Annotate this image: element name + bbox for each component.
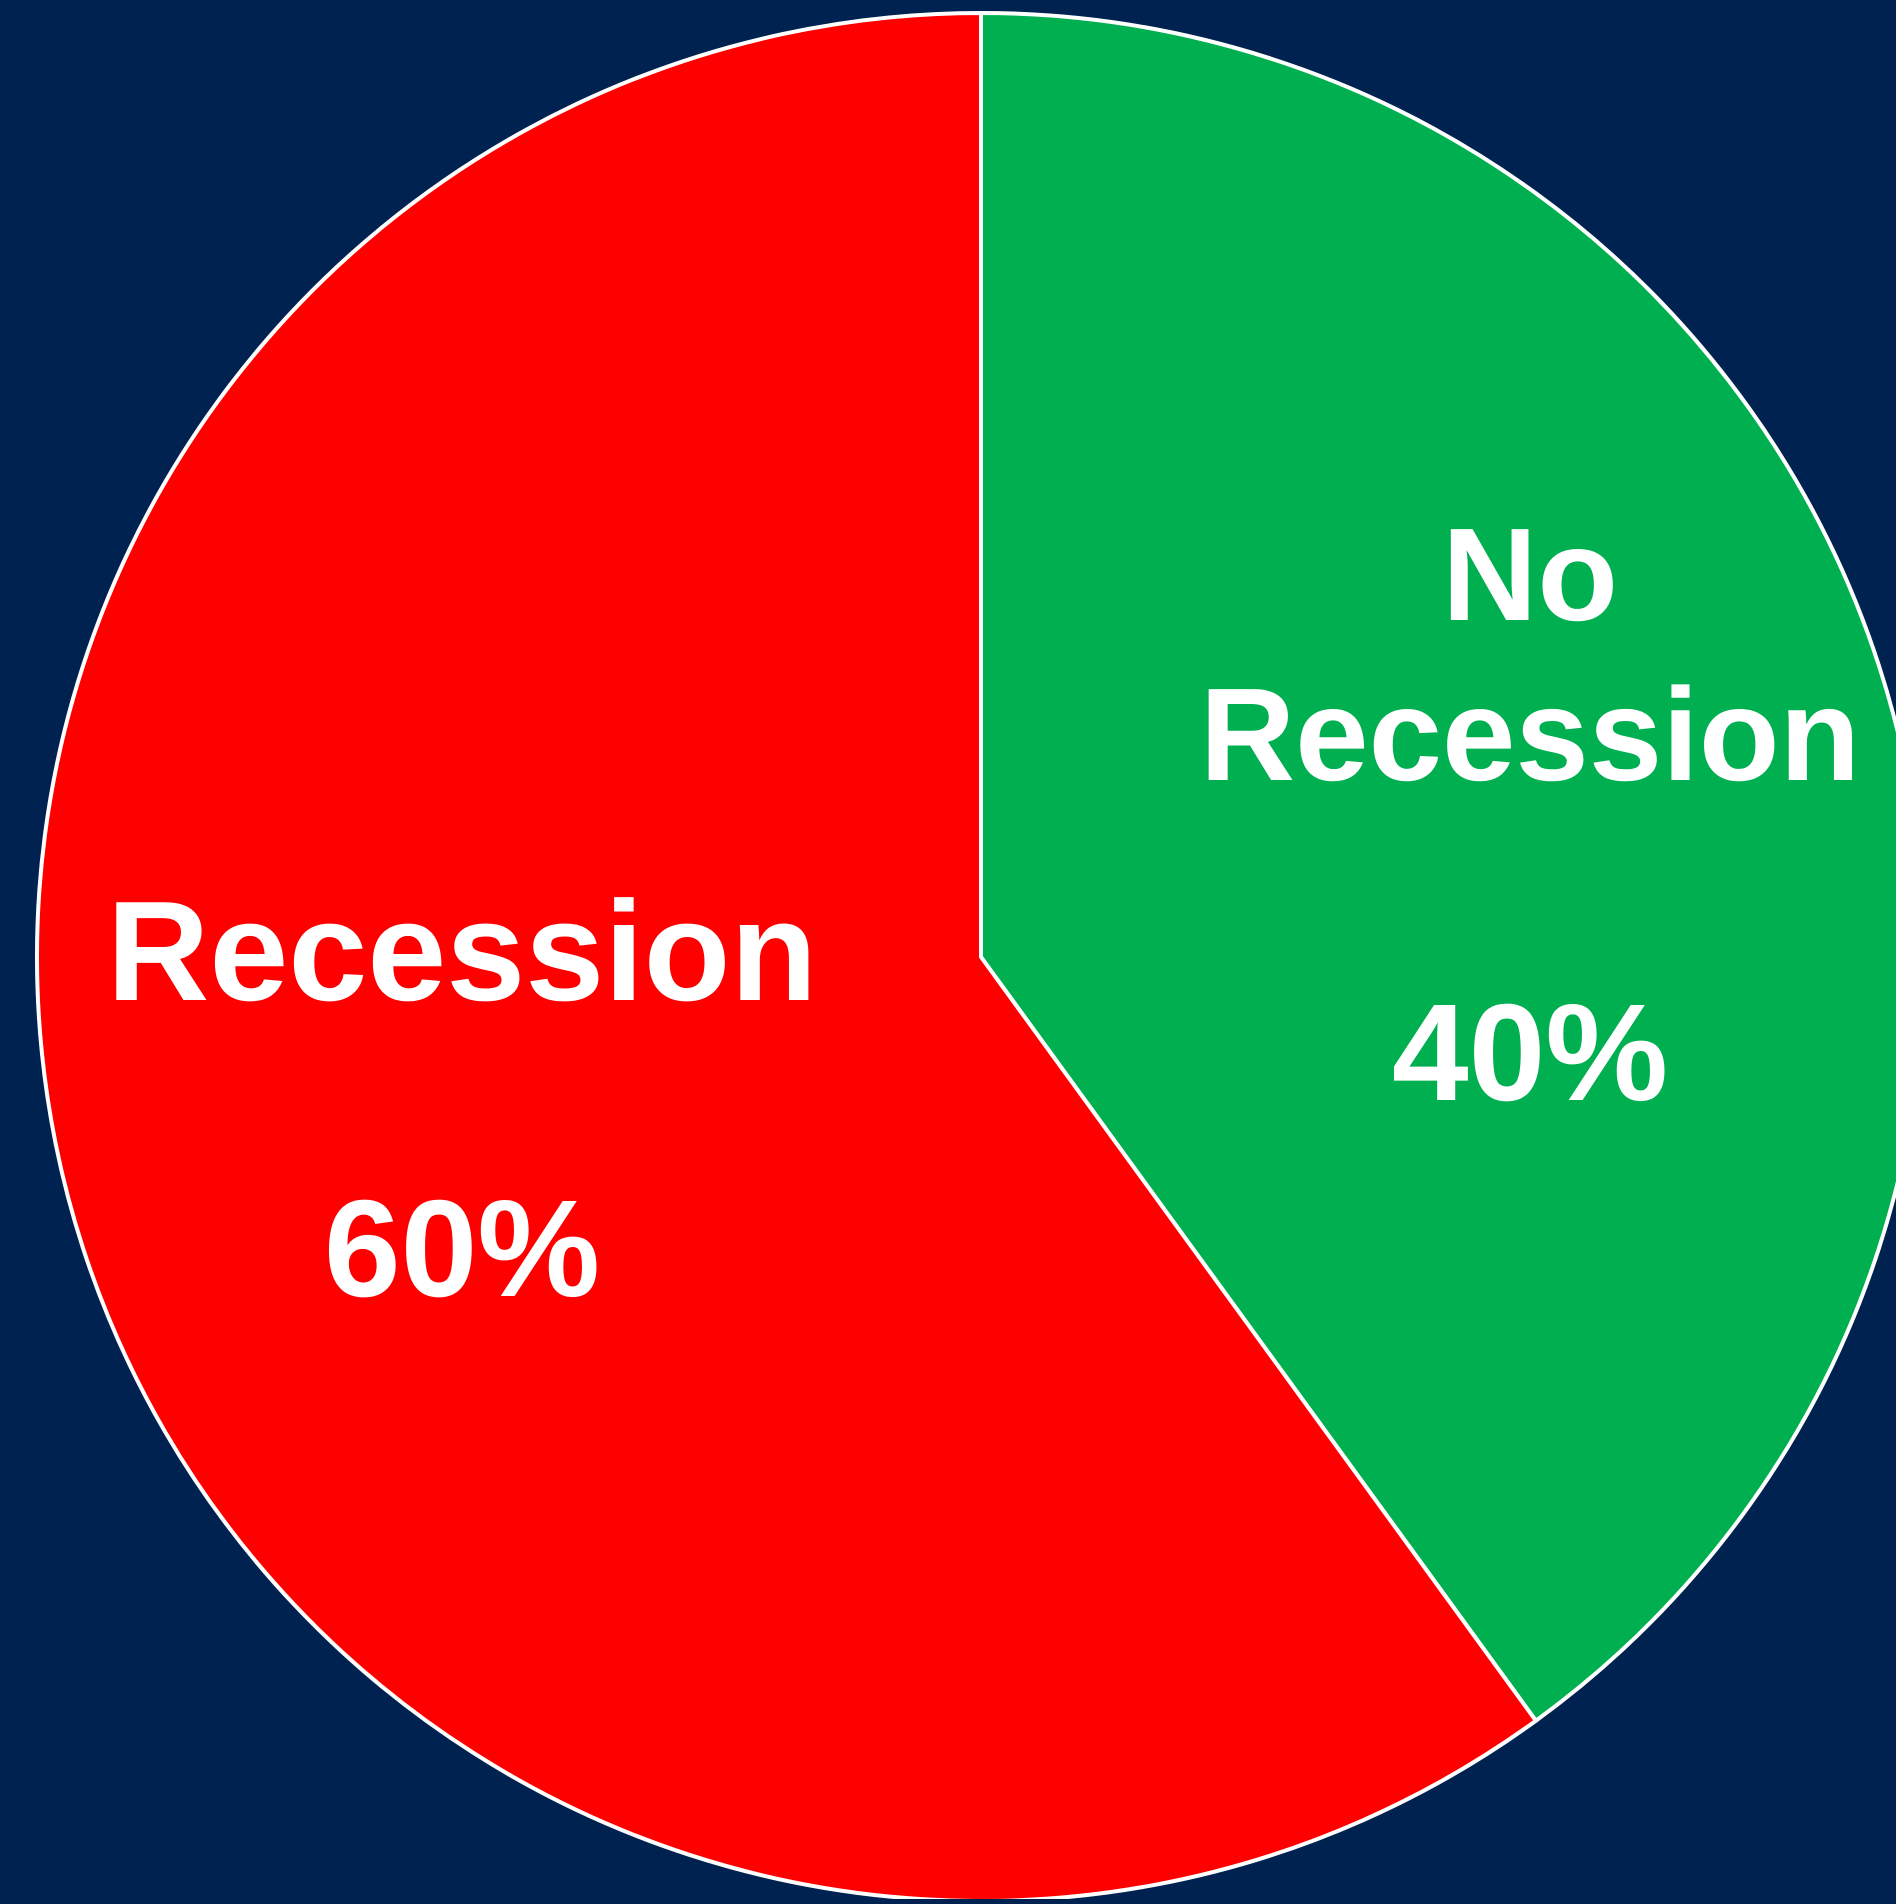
pie-slice-no-recession (979, 10, 1896, 1724)
slice-value-label-recession: 60% (324, 1172, 600, 1326)
slice-label-recession-line-1: Recession (107, 872, 817, 1031)
slice-label-no-recession-line-2: Recession (1200, 661, 1860, 808)
slice-value-label-no-recession: 40% (1392, 976, 1668, 1130)
slice-label-no-recession-line-1: No (1442, 501, 1618, 648)
slices-layer (35, 10, 1896, 1903)
